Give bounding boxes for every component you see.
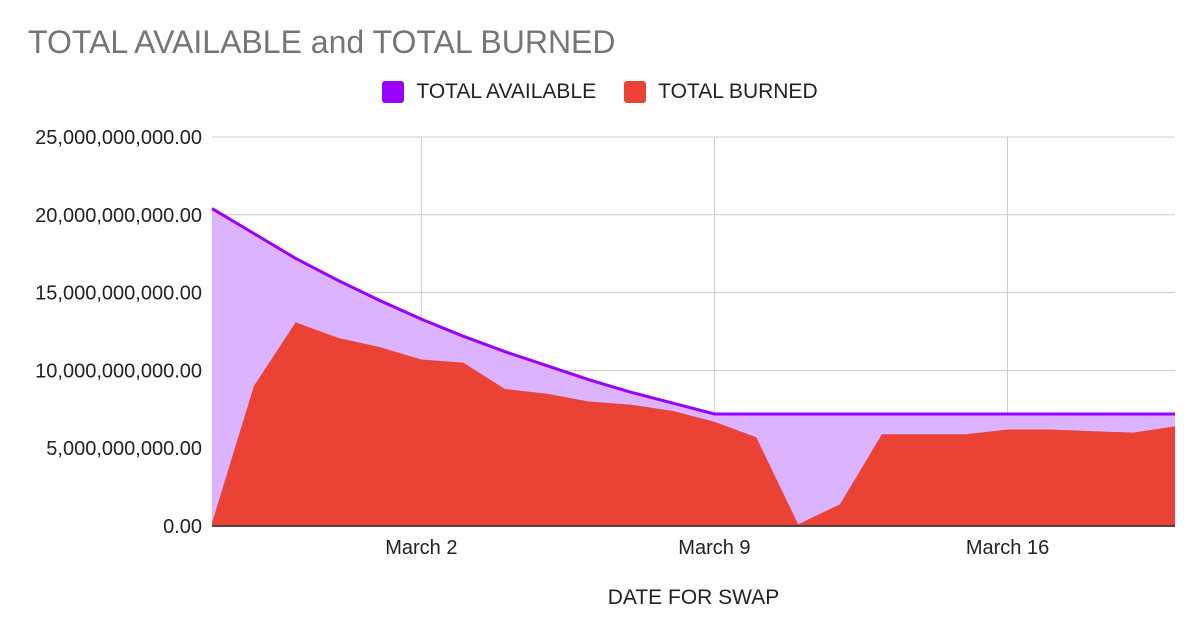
y-tick-label: 5,000,000,000.00 bbox=[46, 438, 202, 460]
legend-swatch-total-available bbox=[382, 81, 405, 103]
chart-title: TOTAL AVAILABLE and TOTAL BURNED bbox=[28, 24, 616, 60]
y-tick-label: 0.00 bbox=[163, 516, 202, 538]
x-tick-label: March 16 bbox=[966, 537, 1049, 559]
x-tick-label: March 9 bbox=[678, 537, 750, 559]
x-axis-label: DATE FOR SWAP bbox=[607, 586, 780, 609]
area-total-burned bbox=[212, 322, 1175, 526]
legend-item-total-available[interactable]: TOTAL AVAILABLE bbox=[382, 80, 596, 104]
legend-label-total-available: TOTAL AVAILABLE bbox=[416, 80, 597, 103]
legend-item-total-burned[interactable]: TOTAL BURNED bbox=[624, 80, 818, 104]
legend: TOTAL AVAILABLE TOTAL BURNED bbox=[0, 80, 1200, 104]
line-total-available bbox=[211, 207, 1175, 416]
y-tick-label: 25,000,000,000.00 bbox=[35, 127, 202, 149]
x-tick-label: March 2 bbox=[385, 537, 457, 559]
legend-swatch-total-burned bbox=[624, 81, 647, 103]
y-tick-label: 20,000,000,000.00 bbox=[35, 205, 202, 227]
y-tick-label: 15,000,000,000.00 bbox=[35, 283, 202, 305]
legend-label-total-burned: TOTAL BURNED bbox=[658, 80, 818, 103]
y-tick-label: 10,000,000,000.00 bbox=[35, 360, 202, 382]
